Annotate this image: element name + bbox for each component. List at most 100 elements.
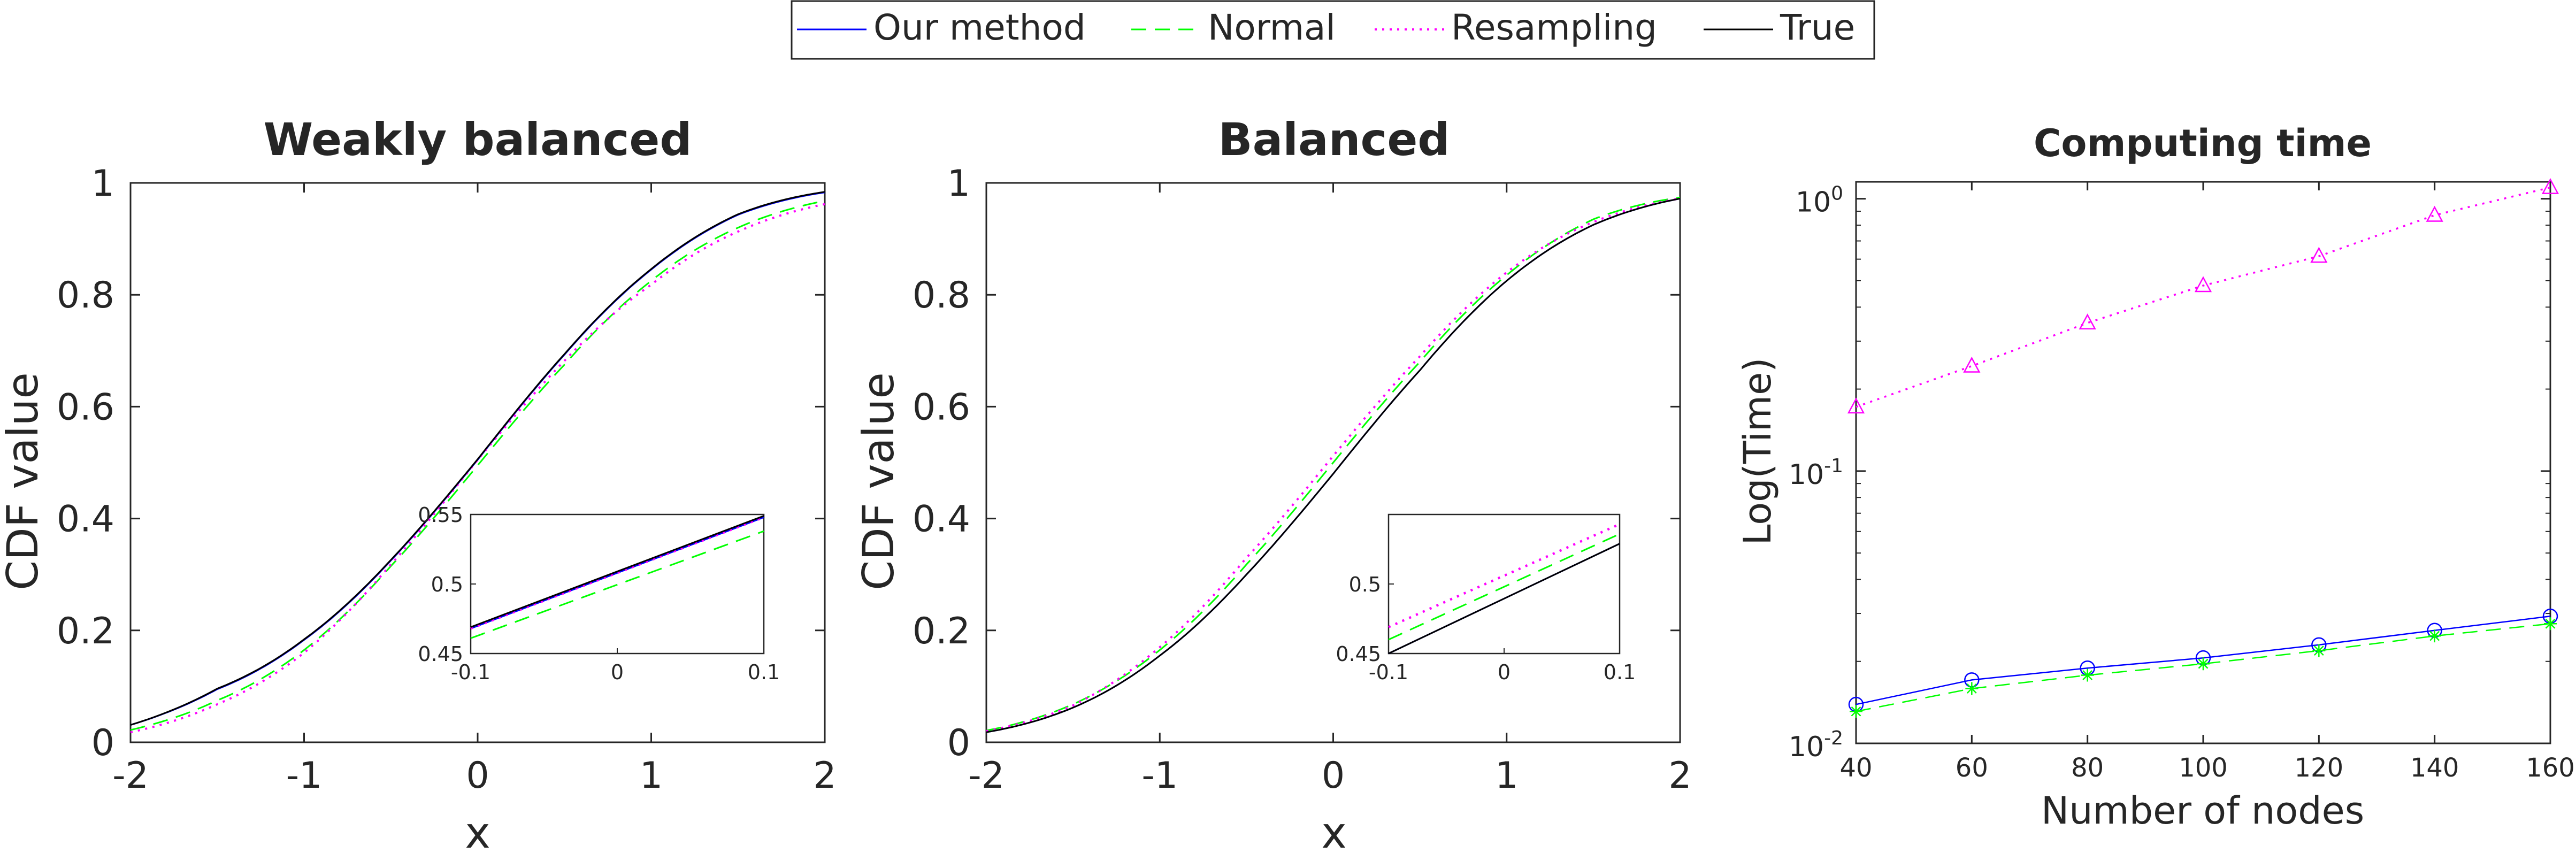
- chart2-ylabel: CDF value: [854, 372, 903, 590]
- chart3-series-resampling: [1847, 178, 2559, 414]
- chart3-point-normal: [2544, 617, 2557, 631]
- chart2-series-normal: [986, 196, 1681, 732]
- chart2-ytick-label: 0.6: [913, 386, 970, 428]
- chart2-ytick-label: 0.8: [913, 274, 970, 317]
- chart3-point-normal: [2428, 629, 2441, 643]
- chart2-inset: -0.1 0 0.1 0.45 0.5: [1336, 513, 1636, 684]
- chart3-point-resampling: [1847, 397, 1865, 414]
- chart3-point-resampling: [2079, 313, 2096, 330]
- chart2-xtick-label: 1: [1495, 755, 1518, 797]
- chart3-point-resampling: [1963, 356, 1981, 373]
- chart3-series-normal: [1850, 617, 2557, 718]
- chart2-inset-series-true: [1388, 543, 1620, 655]
- chart3-xtick-label: 40: [1839, 753, 1872, 783]
- chart1-plot-area: -2 -1 0 1 2 0 0.2 0.4 0.6 0.8 1 -0.1 0 0.1 0.45 0.5 0.55: [57, 163, 837, 797]
- legend-label-resampling: Resampling: [1451, 7, 1657, 48]
- chart1-axes-box: [129, 182, 826, 743]
- legend-label-true: True: [1780, 7, 1855, 48]
- chart3-point-resampling: [2426, 205, 2443, 222]
- legend-entry-resampling: Resampling: [1375, 7, 1657, 48]
- chart2-inset-series-resampling: [1388, 523, 1620, 628]
- legend: Our method Normal Resampling True: [791, 0, 1875, 60]
- chart2-inset-box: [1387, 513, 1621, 655]
- chart2-xtick-label: -1: [1141, 755, 1178, 797]
- chart3-axes-box: [1855, 181, 2551, 744]
- chart2-inset-ytick-label: 0.5: [1349, 573, 1381, 596]
- chart3-xtick-label: 120: [2295, 753, 2344, 783]
- chart2-inset-xtick-label: 0: [1498, 660, 1511, 684]
- chart3-ytick-label: 100: [1796, 183, 1843, 219]
- legend-label-our-method: Our method: [873, 7, 1086, 48]
- chart1-inset-series-true: [470, 515, 764, 628]
- chart1-inset-xtick-label: 0: [611, 660, 624, 684]
- chart3-title: Computing time: [2034, 121, 2372, 165]
- chart3-plot-area: 40 60 80 100 120 140 160 100 10-1 10-2: [1789, 178, 2575, 783]
- chart2-title: Balanced: [1218, 113, 1450, 166]
- chart2-ytick-label: 0: [947, 722, 970, 764]
- legend-label-normal: Normal: [1208, 7, 1336, 48]
- chart1-ytick-label: 0.2: [57, 610, 114, 652]
- chart1-xlabel: x: [465, 808, 490, 851]
- chart1-inset-xtick-label: 0.1: [748, 660, 780, 684]
- chart3-xtick-label: 140: [2410, 753, 2459, 783]
- chart2-inset-series-normal: [1388, 533, 1620, 641]
- chart1-inset: -0.1 0 0.1 0.45 0.5 0.55: [418, 503, 780, 684]
- legend-entry-our-method: Our method: [797, 7, 1086, 48]
- chart2-inset-xtick-label: 0.1: [1604, 660, 1636, 684]
- chart2-xtick-label: -2: [968, 755, 1005, 797]
- chart3-point-resampling: [2194, 276, 2212, 293]
- chart1-inset-box: [470, 513, 765, 655]
- chart3-point-normal: [2197, 657, 2210, 671]
- chart1-inset-series-normal: [470, 530, 764, 639]
- chart1-series-normal: [130, 200, 825, 731]
- chart1-ytick-label: 0.8: [57, 274, 114, 317]
- chart3-point-normal: [2081, 668, 2094, 682]
- chart2-series-true: [986, 197, 1681, 733]
- legend-entry-normal: Normal: [1131, 7, 1336, 48]
- chart2-inset-ytick-label: 0.45: [1336, 642, 1381, 666]
- chart1-ytick-label: 0.4: [57, 498, 114, 541]
- chart1-inset-ytick-label: 0.5: [431, 573, 463, 596]
- chart3-point-resampling: [2541, 178, 2559, 194]
- chart3-ytick-label: 10-2: [1789, 727, 1843, 763]
- chart1-series-true: [130, 191, 825, 726]
- chart1-xtick-label: -1: [286, 755, 323, 797]
- chart1-xtick-label: 1: [640, 755, 663, 797]
- legend-entry-true: True: [1704, 7, 1855, 48]
- chart1-xtick-label: 2: [813, 755, 836, 797]
- chart3-xtick-label: 160: [2526, 753, 2575, 783]
- chart3-point-resampling: [2310, 247, 2328, 263]
- chart1-xtick-label: -2: [112, 755, 149, 797]
- chart2-ytick-label: 0.2: [913, 610, 970, 652]
- chart1-ytick-label: 0.6: [57, 386, 114, 428]
- chart3-xtick-label: 60: [1956, 753, 1988, 783]
- chart1-ylabel: CDF value: [0, 372, 48, 590]
- chart3-xlabel: Number of nodes: [2041, 789, 2364, 833]
- chart2-xtick-label: 0: [1322, 755, 1345, 797]
- chart1-title: Weakly balanced: [264, 113, 692, 166]
- chart2-ytick-label: 0.4: [913, 498, 970, 541]
- chart2-xtick-label: 2: [1668, 755, 1691, 797]
- chart2-xlabel: x: [1321, 808, 1346, 851]
- chart1-inset-ytick-label: 0.45: [418, 642, 463, 666]
- chart1-inset-ytick-label: 0.55: [418, 503, 463, 527]
- chart3-point-normal: [2312, 644, 2326, 657]
- chart3-xtick-label: 80: [2071, 753, 2104, 783]
- chart3-point-normal: [1850, 705, 1862, 718]
- chart1-inset-series-our-method: [470, 516, 764, 629]
- chart3-point-normal: [1965, 682, 1979, 695]
- chart2-ytick-label: 1: [947, 163, 970, 205]
- chart1-ytick-label: 0: [91, 722, 114, 764]
- chart1-ytick-label: 1: [91, 163, 114, 205]
- legend-box: [791, 0, 1875, 60]
- chart3-ylabel: Log(Time): [1736, 358, 1780, 545]
- chart3-ytick-label: 10-1: [1789, 455, 1843, 491]
- chart3-xtick-label: 100: [2179, 753, 2228, 783]
- chart2-plot-area: -2 -1 0 1 2 0 0.2 0.4 0.6 0.8 1 -0.1 0 0.1 0.45 0.5: [913, 163, 1692, 797]
- chart1-inset-xtick-label: -0.1: [451, 660, 490, 684]
- chart3-line-resampling: [1856, 186, 2551, 408]
- chart2-inset-xtick-label: -0.1: [1369, 660, 1408, 684]
- chart1-xtick-label: 0: [466, 755, 489, 797]
